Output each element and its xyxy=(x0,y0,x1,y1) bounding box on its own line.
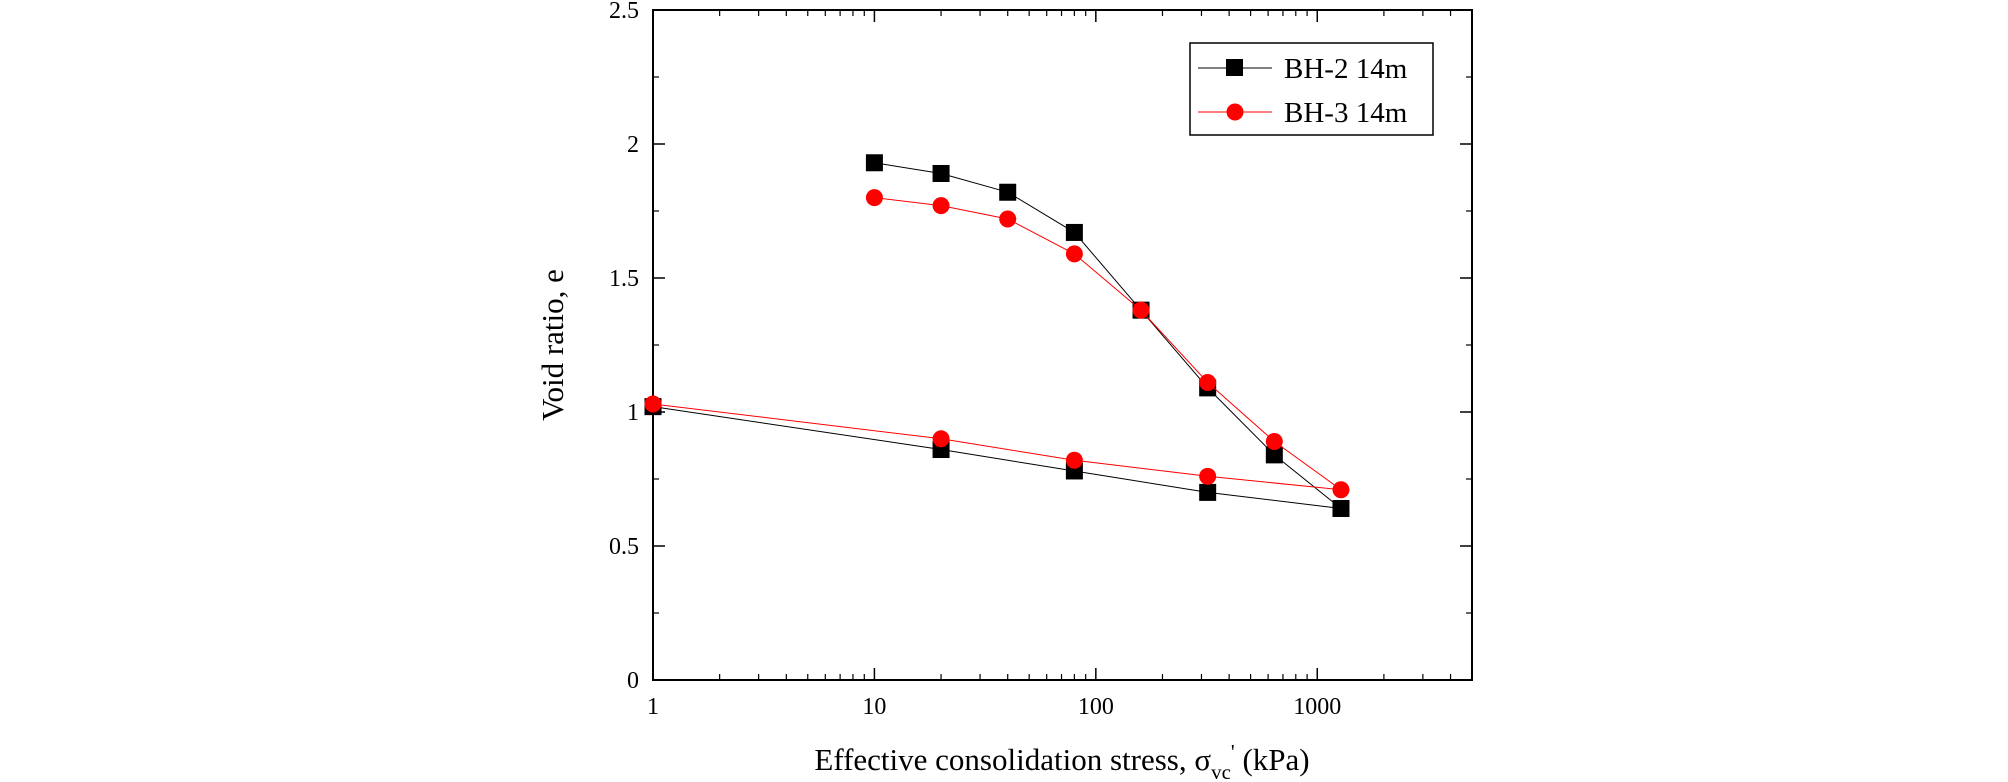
data-point xyxy=(1199,467,1217,485)
legend-marker-bh3 xyxy=(1226,103,1244,121)
data-point xyxy=(1332,481,1350,499)
x-axis-title-subscript: vc xyxy=(1211,760,1231,782)
data-point xyxy=(999,210,1017,228)
data-point xyxy=(932,197,950,215)
data-point xyxy=(1332,499,1350,517)
data-point xyxy=(1065,451,1083,469)
data-point xyxy=(1199,483,1217,501)
series-line xyxy=(652,162,1343,510)
y-tick-label: 1.5 xyxy=(609,266,639,292)
x-axis-title-main: Effective consolidation stress, σ xyxy=(814,742,1211,777)
legend-box xyxy=(1189,42,1434,136)
data-point xyxy=(1265,432,1283,450)
y-tick-label: 1 xyxy=(627,400,639,426)
data-point xyxy=(999,183,1017,201)
x-tick-label: 1000 xyxy=(1293,694,1341,720)
series-bh3 xyxy=(644,189,1350,499)
y-tick-label: 2.5 xyxy=(609,0,639,24)
data-point xyxy=(865,189,883,207)
series-layer xyxy=(644,154,1350,517)
legend: BH-2 14m BH-3 14m xyxy=(1189,42,1434,136)
data-point xyxy=(1265,446,1283,464)
series-bh2 xyxy=(644,154,1350,517)
data-point xyxy=(932,164,950,182)
y-tick-label: 2 xyxy=(627,132,639,158)
data-point xyxy=(1132,301,1150,319)
y-tick-label: 0.5 xyxy=(609,534,639,560)
data-point xyxy=(1065,223,1083,241)
x-tick-label: 10 xyxy=(862,694,886,720)
x-tick-label: 100 xyxy=(1078,694,1114,720)
data-point xyxy=(1065,245,1083,263)
legend-label-bh2: BH-2 14m xyxy=(1284,53,1408,85)
y-axis: 0 0.5 1 1.5 2 2.5 xyxy=(609,0,1472,694)
data-point xyxy=(865,154,883,172)
legend-label-bh3: BH-3 14m xyxy=(1284,97,1408,129)
x-axis-title-prime: ' xyxy=(1231,740,1235,764)
data-point xyxy=(1199,374,1217,392)
x-tick-label: 1 xyxy=(647,694,659,720)
series-line xyxy=(652,197,1343,491)
data-point xyxy=(644,395,662,413)
x-axis: 1 10 100 1000 xyxy=(647,10,1473,720)
x-axis-title-unit: (kPa) xyxy=(1235,742,1310,777)
y-axis-title: Void ratio, e xyxy=(535,269,570,421)
data-point xyxy=(932,430,950,448)
legend-marker-bh2 xyxy=(1226,59,1243,76)
y-tick-label: 0 xyxy=(627,668,639,694)
x-axis-title: Effective consolidation stress, σvc' (kP… xyxy=(814,740,1309,782)
